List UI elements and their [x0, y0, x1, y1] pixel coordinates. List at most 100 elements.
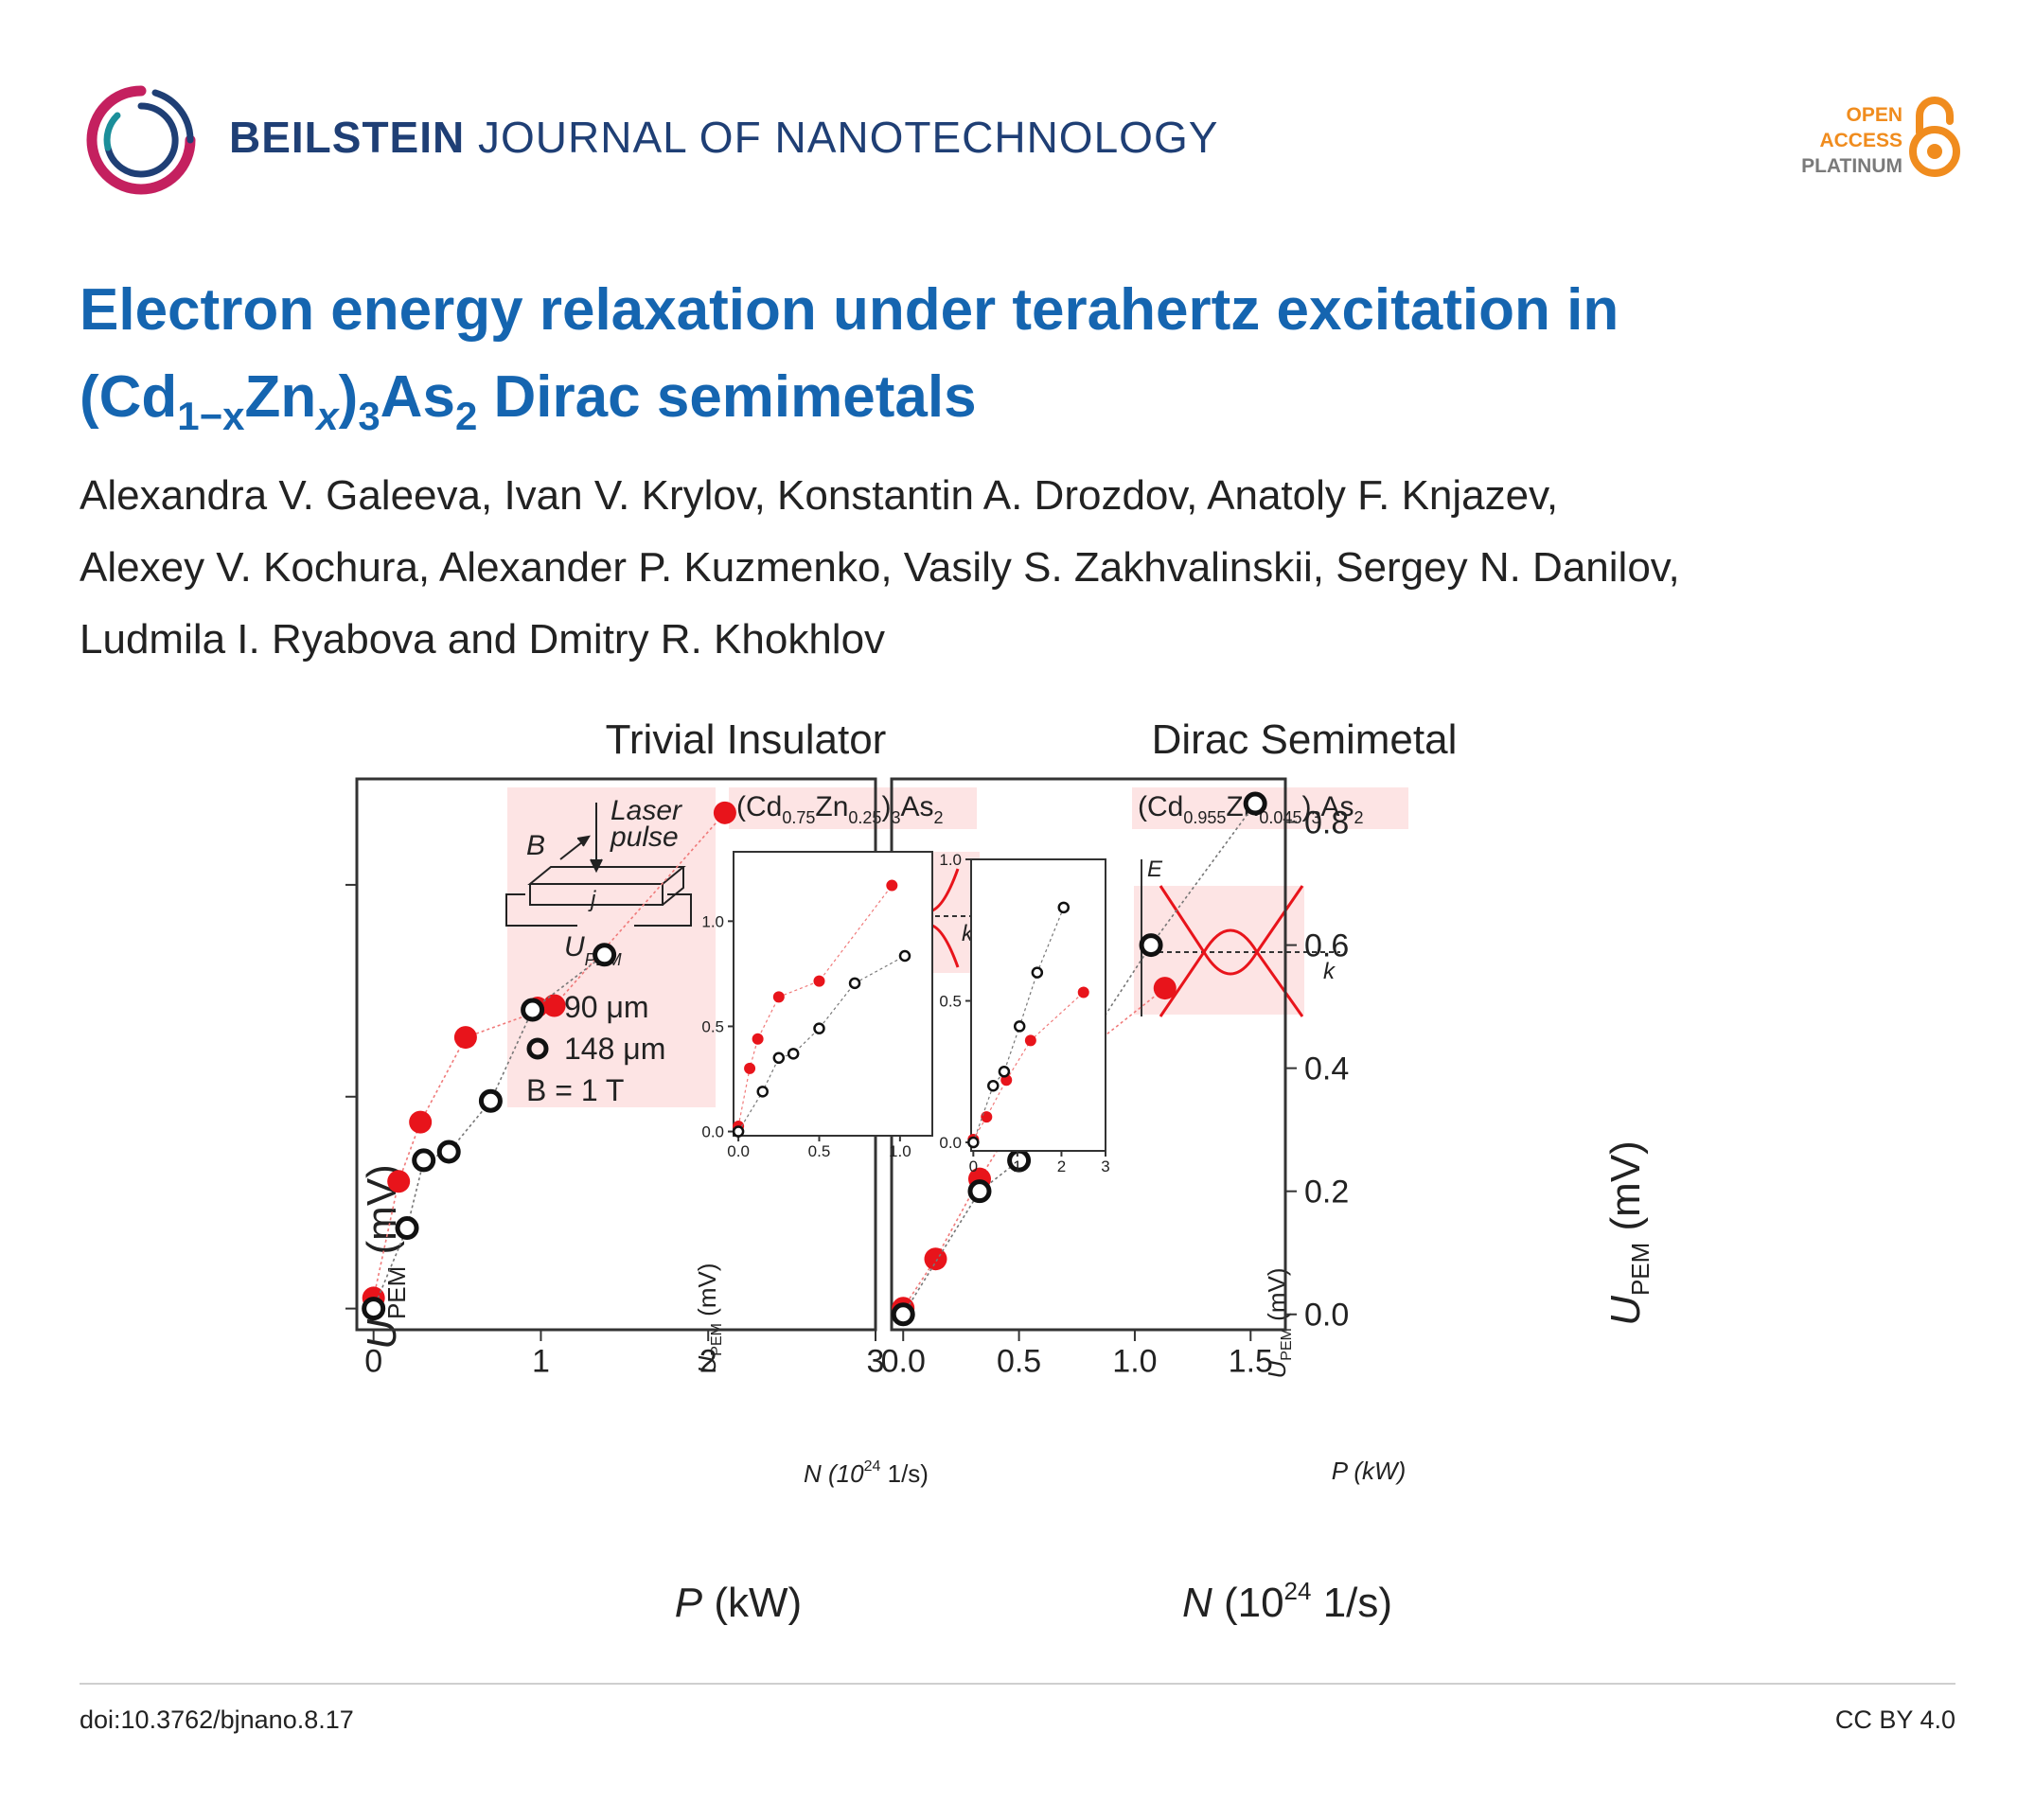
- vector-b-label: B: [526, 830, 545, 861]
- data-point-148um: [412, 1148, 436, 1173]
- series-line-red: [972, 992, 1085, 1140]
- x-tick-label: 3: [1101, 1157, 1109, 1175]
- x-tick-label: 0.5: [997, 1343, 1041, 1379]
- x-tick-label: 2: [1057, 1157, 1066, 1175]
- legend-b-field: B = 1 T: [526, 1073, 624, 1107]
- right-y-label-u: U: [1602, 1296, 1649, 1326]
- chart-4: 0 1 2 3 0.0 0.5 1.0: [939, 851, 1109, 1175]
- y-tick-label: 0.8: [1304, 804, 1349, 840]
- right-x-label-exp: 24: [1284, 1577, 1312, 1605]
- inset-left-x-tail: 1/s): [880, 1459, 929, 1488]
- data-point-148um: [1013, 1020, 1026, 1033]
- authors-line-2: Alexey V. Kochura, Alexander P. Kuzmenko…: [80, 544, 1680, 591]
- left-formula-shade: [729, 787, 977, 829]
- journal-name-rest: JOURNAL OF NANOTECHNOLOGY: [478, 113, 1219, 162]
- vector-j-label: j: [588, 887, 596, 912]
- legend-90um: 90 μm: [564, 990, 649, 1024]
- data-point-148um: [1243, 791, 1267, 816]
- left-formula: (Cd0.75Zn0.25)3As2: [736, 791, 944, 827]
- data-point-148um: [998, 1066, 1011, 1078]
- data-point-148um: [436, 1140, 461, 1164]
- data-point-148um: [787, 1048, 800, 1060]
- title-sub-3: 3: [358, 394, 380, 438]
- author-list: Alexandra V. Galeeva, Ivan V. Krylov, Ko…: [80, 460, 1973, 676]
- chart-frame: [970, 858, 1106, 1152]
- title-subscript: 2: [455, 394, 477, 438]
- title-subscript: 3: [358, 394, 380, 438]
- data-point-90um: [981, 1111, 993, 1123]
- data-point-148um: [772, 1051, 786, 1065]
- chart-2: 0.0 0.5 1.0 1.5 0.0 0.2 0.4 0.6 0.8: [881, 777, 1349, 1379]
- title-subscript: x: [316, 394, 338, 438]
- right-x-axis-label: N (1024 1/s): [1182, 1577, 1392, 1626]
- data-point-148um: [967, 1136, 980, 1149]
- right-x-label-n: N: [1182, 1580, 1212, 1626]
- plot-layer: 01230.00.51.00.00.51.01.50.00.20.40.60.8…: [341, 777, 1349, 1379]
- title-sub-1: 1−x: [177, 394, 245, 438]
- y-tick-label: 0.5: [701, 1017, 724, 1035]
- right-y-label-unit: (mV): [1602, 1140, 1649, 1243]
- right-y-axis-label: UPEM (mV): [1602, 1140, 1655, 1326]
- x-tick-label: 0.0: [881, 1343, 926, 1379]
- oa-line-access: ACCESS: [1819, 130, 1902, 151]
- data-point-148um: [756, 1086, 769, 1098]
- y-tick-label: 1.0: [341, 868, 342, 904]
- title-sub-2: x: [316, 394, 339, 438]
- data-point-148um: [521, 998, 545, 1022]
- left-y-axis-label: UPEM (mV): [359, 1164, 411, 1350]
- y-tick-label: 1.0: [701, 912, 724, 930]
- x-tick-label: 1: [532, 1343, 550, 1379]
- title-sub-4: 2: [454, 394, 478, 438]
- x-tick-label: 1.0: [889, 1142, 911, 1160]
- right-x-label-tail: 1/s): [1311, 1580, 1392, 1626]
- x-tick-label: 2: [699, 1343, 717, 1379]
- title-part: Zn: [244, 364, 317, 430]
- inset-left-y-unit: (mV): [693, 1263, 721, 1324]
- x-tick-label: 1.5: [1229, 1343, 1273, 1379]
- data-point-148um: [1031, 966, 1044, 979]
- data-point-90um: [1153, 977, 1177, 1000]
- data-point-90um: [886, 879, 898, 892]
- left-x-axis-label: P (kW): [675, 1580, 802, 1626]
- chart-1: 0 1 2 3 0.0 0.5 1.0: [341, 777, 885, 1379]
- data-point-90um: [744, 1062, 756, 1074]
- legend-marker-148um: [526, 1037, 549, 1060]
- left-y-label-sub: PEM: [382, 1266, 411, 1319]
- data-point-148um: [848, 977, 861, 990]
- series-line-black: [972, 907, 1065, 1143]
- data-point-148um: [362, 1297, 386, 1321]
- data-point-148um: [891, 1302, 915, 1327]
- data-point-90um: [1024, 1034, 1036, 1047]
- data-point-90um: [1077, 986, 1089, 998]
- right-panel-title: Dirac Semimetal: [1152, 716, 1458, 763]
- x-tick-label: 0.5: [808, 1142, 831, 1160]
- authors-line-3: Ludmila I. Ryabova and Dmitry R. Khokhlo…: [80, 616, 886, 663]
- title-part: ): [338, 364, 359, 430]
- x-tick-label: 1.0: [1112, 1343, 1157, 1379]
- data-point-90um: [772, 991, 785, 1003]
- oa-line-open: OPEN: [1846, 104, 1902, 126]
- left-x-label-unit: (kW): [702, 1580, 802, 1626]
- y-tick-label: 0.4: [1304, 1051, 1349, 1087]
- series-line-red: [737, 885, 893, 1127]
- left-x-label-p: P: [675, 1580, 703, 1626]
- left-panel-title: Trivial Insulator: [606, 716, 887, 763]
- data-point-90um: [752, 1033, 764, 1045]
- x-tick-label: 0: [364, 1343, 382, 1379]
- data-point-148um: [478, 1088, 503, 1113]
- x-tick-label: 1: [1013, 1157, 1021, 1175]
- y-tick-label: 0.5: [341, 1080, 342, 1116]
- data-point-90um: [924, 1247, 947, 1271]
- inset-left-y-label: UPEM (mV): [693, 1263, 725, 1374]
- x-tick-label: 3: [867, 1343, 885, 1379]
- sample-schematic: [505, 803, 692, 927]
- y-tick-label: 0.0: [939, 1134, 962, 1152]
- dirac-band-e-label: E: [1147, 857, 1163, 882]
- journal-name: BEILSTEIN JOURNAL OF NANOTECHNOLOGY: [229, 112, 1218, 163]
- inset-left-y-u: U: [693, 1356, 721, 1374]
- data-point-148um: [593, 943, 617, 967]
- data-point-148um: [732, 1125, 745, 1138]
- data-point-90um: [453, 1026, 477, 1050]
- inset-right-x-label: P (kW): [1332, 1457, 1406, 1485]
- title-part: Dirac semimetals: [477, 364, 977, 430]
